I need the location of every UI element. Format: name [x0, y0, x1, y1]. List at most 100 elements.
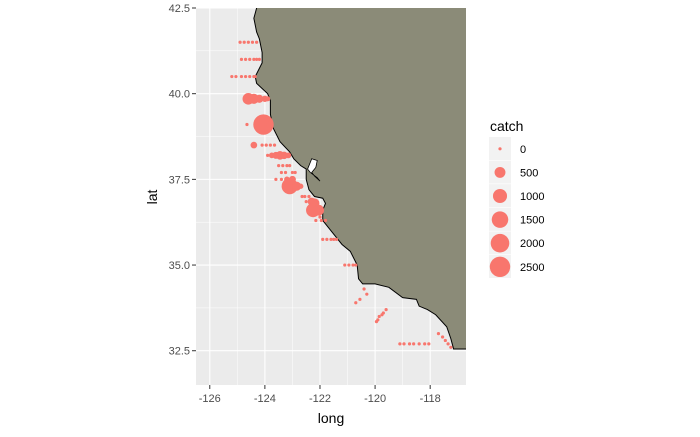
san-francisco-bay — [307, 158, 321, 182]
catch-point — [243, 74, 248, 79]
catch-point — [304, 200, 308, 204]
catch-point — [239, 74, 244, 79]
catch-point — [398, 342, 402, 346]
catch-point — [281, 178, 298, 195]
catch-point — [325, 237, 329, 241]
y-tick-label: 42.5 — [169, 3, 190, 15]
catch-point — [319, 208, 323, 212]
catch-point — [354, 301, 358, 305]
catch-point — [443, 338, 447, 343]
x-axis-label: long — [318, 410, 344, 426]
catch-point — [250, 40, 255, 44]
catch-point — [285, 164, 289, 168]
catch-point — [362, 287, 366, 291]
catch-point — [303, 194, 307, 199]
catch-point — [323, 218, 328, 223]
catch-point — [272, 143, 277, 147]
catch-point — [290, 170, 295, 175]
catch-point — [264, 143, 268, 147]
catch-point — [260, 143, 264, 147]
california-land — [253, 8, 466, 350]
catch-point — [280, 151, 288, 160]
catch-point — [365, 292, 369, 296]
legend-label: 2000 — [520, 238, 544, 250]
catch-point — [230, 74, 234, 79]
catch-point — [242, 40, 246, 44]
catch-point — [321, 237, 325, 241]
catch-points — [230, 40, 453, 349]
x-tick-label: -118 — [420, 393, 441, 405]
catch-point — [257, 57, 261, 62]
catch-point — [423, 342, 427, 346]
catch-point — [281, 164, 285, 168]
catch-point — [252, 57, 256, 62]
catch-point — [279, 177, 284, 181]
x-axis: -126 -124 -122 -120 -118 — [199, 385, 441, 405]
legend-label: 2500 — [520, 262, 544, 274]
catch-point — [255, 40, 259, 44]
catch-point — [449, 345, 453, 349]
legend-label: 500 — [520, 167, 538, 179]
catch-point — [343, 263, 347, 267]
catch-point — [417, 342, 421, 346]
legend-key-point — [491, 211, 509, 228]
catch-point — [402, 342, 406, 346]
catch-point — [248, 57, 252, 62]
catch-point — [377, 314, 381, 319]
catch-point — [347, 263, 351, 267]
legend-label: 1500 — [520, 215, 544, 227]
catch-point — [298, 183, 304, 189]
catch-point — [446, 342, 450, 346]
catch-point — [440, 335, 445, 339]
catch-point — [266, 153, 270, 157]
catch-point — [351, 263, 355, 267]
x-tick-label: -124 — [254, 393, 276, 405]
legend-title: catch — [490, 118, 523, 134]
catch-point — [265, 96, 271, 102]
catch-point — [314, 218, 318, 223]
legend-key-point — [492, 188, 508, 204]
catch-point — [329, 237, 333, 241]
catch-point — [358, 297, 362, 301]
catch-point — [255, 94, 264, 103]
legend-label: 1000 — [520, 191, 544, 203]
catch-point — [318, 215, 322, 219]
catch-point — [274, 177, 278, 181]
y-tick-label: 40.0 — [169, 89, 190, 101]
catch-point — [436, 331, 441, 336]
legend-key-point — [490, 233, 510, 253]
catch-point — [407, 342, 412, 346]
land-layer — [253, 8, 466, 350]
legend-key-point — [494, 166, 506, 178]
catch-point — [246, 40, 250, 44]
catch-point — [332, 237, 336, 241]
legend-key-point — [498, 147, 502, 151]
catch-point — [243, 57, 248, 62]
catch-point — [291, 181, 302, 191]
catch-point — [307, 194, 311, 199]
legend-key-point — [489, 256, 511, 277]
catch-point — [319, 218, 323, 223]
x-tick-label: -126 — [199, 393, 221, 405]
catch-point — [381, 311, 385, 315]
catch-point — [279, 170, 284, 175]
catch-point — [293, 170, 297, 175]
catch-point — [238, 40, 242, 44]
catch-point — [234, 74, 238, 79]
y-tick-label: 35.0 — [169, 260, 190, 272]
catch-point — [266, 121, 272, 128]
catch-point — [268, 143, 272, 147]
catch-point — [334, 237, 339, 241]
catch-point — [253, 74, 257, 79]
y-axis: 32.5 35.0 37.5 40.0 42.5 — [169, 3, 196, 358]
catch-point — [250, 141, 258, 149]
catch-point — [248, 74, 252, 79]
x-tick-label: -120 — [364, 393, 386, 405]
y-tick-label: 32.5 — [169, 346, 190, 358]
catch-point — [255, 57, 259, 62]
catch-point — [277, 164, 281, 168]
catch-point — [427, 342, 431, 346]
catch-point — [354, 263, 358, 267]
legend: catch 0 500 1000 1500 2000 2500 — [489, 118, 544, 278]
